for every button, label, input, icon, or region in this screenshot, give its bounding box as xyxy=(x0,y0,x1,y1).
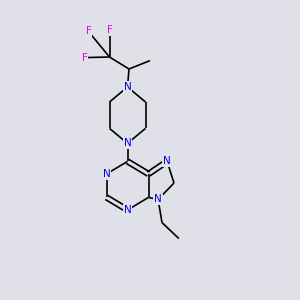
Text: F: F xyxy=(82,52,88,63)
Text: N: N xyxy=(124,82,131,92)
Text: F: F xyxy=(85,26,91,37)
Text: F: F xyxy=(106,25,112,35)
Text: N: N xyxy=(124,205,131,215)
Text: N: N xyxy=(124,138,131,148)
Text: N: N xyxy=(163,156,171,167)
Text: N: N xyxy=(154,194,162,205)
Text: N: N xyxy=(103,169,110,179)
